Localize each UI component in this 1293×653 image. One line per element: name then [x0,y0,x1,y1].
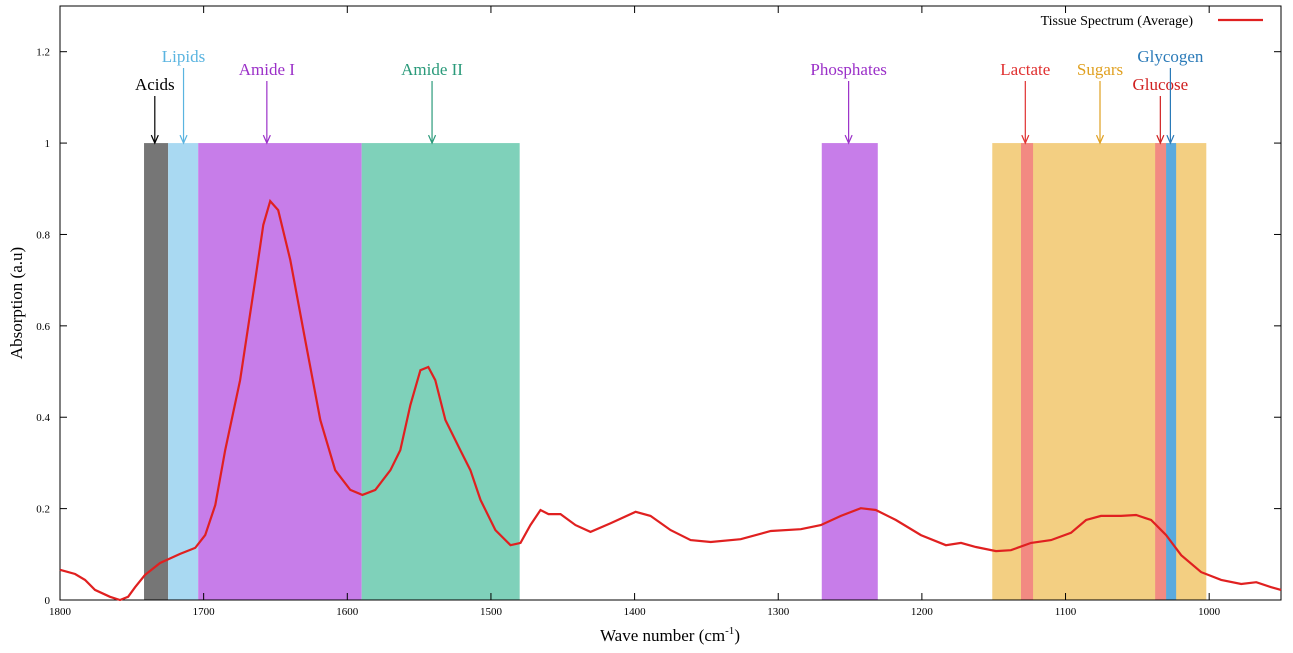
y-tick-label: 0.2 [36,504,50,516]
legend-label: Tissue Spectrum (Average) [1041,14,1194,29]
spectrum-line [59,198,1282,602]
band-arrowhead [1166,134,1175,145]
x-tick-label: 1300 [767,606,790,618]
band-arrowhead [844,134,853,145]
x-tick-label: 1700 [193,606,216,618]
band-arrowhead [179,134,188,145]
band-label: Sugars [1077,60,1123,79]
x-axis-label: Wave number (cm-1) [600,625,740,645]
y-tick-label: 0.4 [36,412,50,424]
band-arrowhead [1095,134,1105,145]
band-label: Amide I [239,60,296,79]
band [144,143,169,601]
band [821,143,878,601]
y-tick-label: 1 [45,138,51,150]
band-label: Glucose [1132,75,1188,94]
band-arrowhead [150,134,159,145]
band [198,143,362,601]
band-arrowhead [1021,134,1030,145]
band [1166,143,1177,601]
band-label: Lactate [1000,60,1050,79]
band-arrowhead [427,134,437,145]
band-label: Acids [135,75,175,94]
y-tick-label: 0.8 [36,229,50,241]
x-axis-label-text: Wave number (cm [600,626,725,645]
x-tick-label: 1000 [1198,606,1221,618]
band-label: Lipids [162,47,205,66]
band-arrowhead [262,134,271,145]
y-tick-label: 0.6 [36,321,50,333]
y-tick-label: 1.2 [36,47,50,59]
x-tick-label: 1400 [624,606,647,618]
y-tick-label: 0 [45,595,51,607]
x-tick-label: 1600 [336,606,359,618]
x-tick-label: 1200 [911,606,934,618]
y-axis-label: Absorption (a.u) [7,247,26,359]
band-label: Glycogen [1137,47,1204,66]
band [1155,143,1167,601]
band-arrowhead [1156,134,1165,145]
x-axis-label-sup: -1 [725,625,734,637]
band-label: Amide II [401,60,463,79]
band [1020,143,1034,601]
x-tick-label: 1500 [480,606,503,618]
band [168,143,199,601]
x-axis-label-close: ) [734,626,740,645]
band-label: Phosphates [810,60,887,79]
x-tick-label: 1800 [49,606,72,618]
plot-frame [59,5,1282,601]
x-tick-label: 1100 [1055,606,1077,618]
